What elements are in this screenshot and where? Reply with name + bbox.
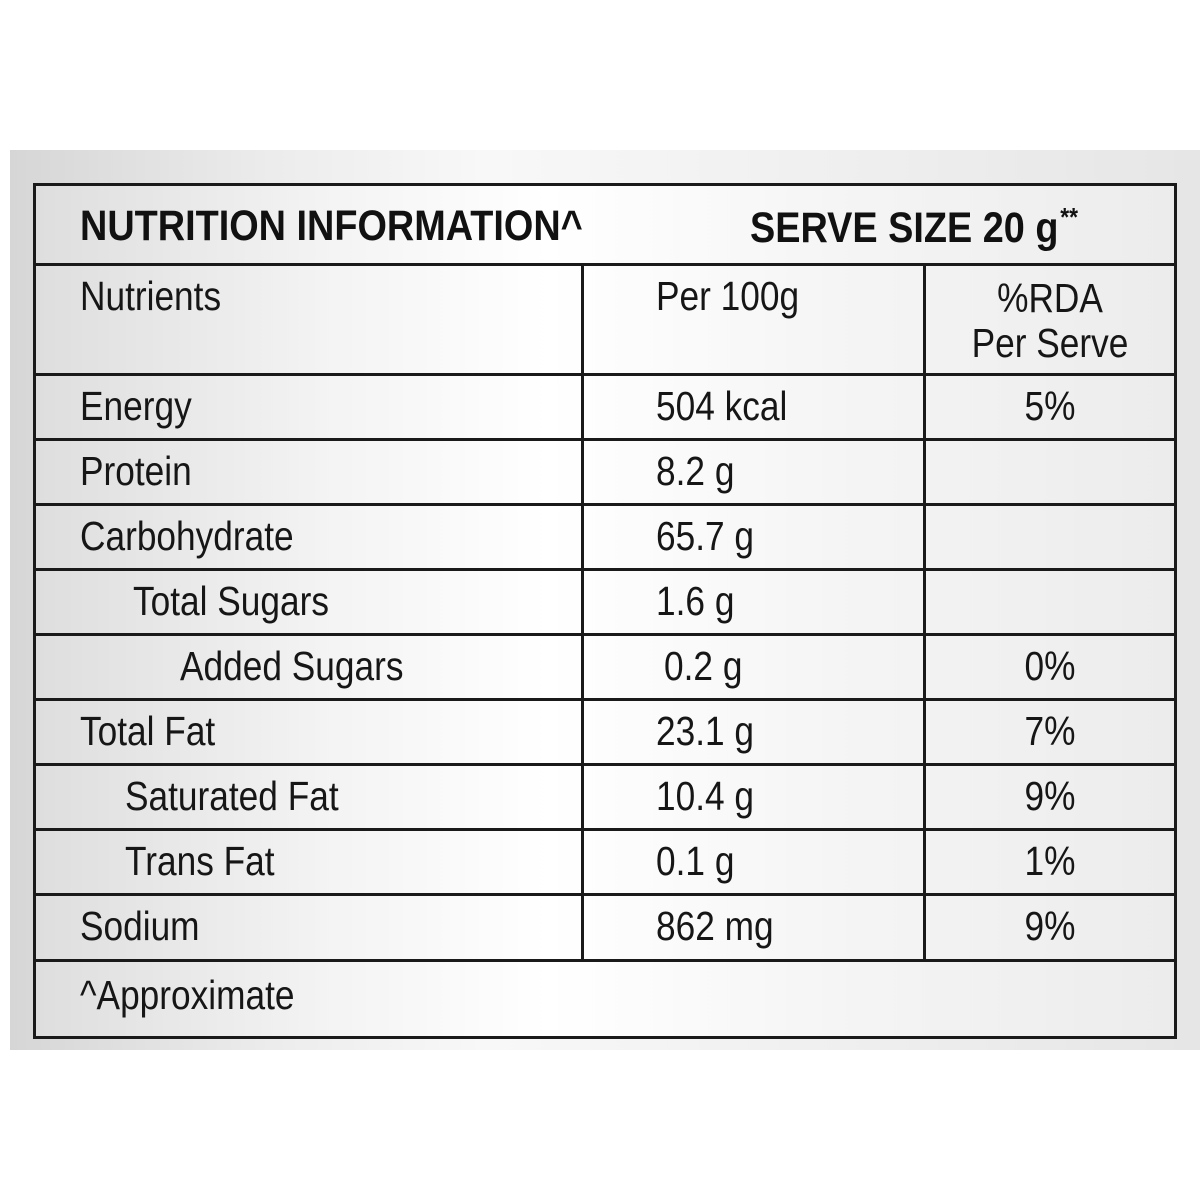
- rda-cell: 7%: [923, 701, 1174, 763]
- rda-value: 0%: [1024, 643, 1076, 689]
- footer-row: ^Approximate: [36, 962, 1174, 1036]
- rda-cell: 0%: [923, 636, 1174, 698]
- per100-value: 8.2 g: [656, 448, 735, 494]
- rda-cell: 9%: [923, 896, 1174, 959]
- nutrient-name-cell: Sodium: [36, 896, 581, 959]
- per100-value: 1.6 g: [656, 578, 735, 624]
- serve-size-title: SERVE SIZE 20 g**: [750, 202, 1078, 253]
- nutrient-name: Saturated Fat: [125, 773, 339, 819]
- nutrient-name: Added Sugars: [180, 643, 404, 689]
- nutrient-name: Carbohydrate: [80, 513, 294, 559]
- per100-value: 504 kcal: [656, 383, 788, 429]
- rda-cell: 1%: [923, 831, 1174, 893]
- table-row: Energy 504 kcal 5%: [36, 376, 1174, 441]
- rda-value: 5%: [1024, 383, 1076, 429]
- header-rda-cell: %RDA Per Serve: [923, 266, 1174, 373]
- per100-cell: 504 kcal: [581, 376, 923, 438]
- per100-cell: 10.4 g: [581, 766, 923, 828]
- header-per100: Per 100g: [656, 273, 800, 319]
- per100-value: 0.2 g: [664, 643, 743, 689]
- table-row: Total Fat 23.1 g 7%: [36, 701, 1174, 766]
- rda-value: 9%: [1024, 903, 1076, 949]
- header-per100-cell: Per 100g: [581, 266, 923, 373]
- rda-cell: [923, 441, 1174, 503]
- table-row: Protein 8.2 g: [36, 441, 1174, 506]
- per100-cell: 0.2 g: [581, 636, 923, 698]
- nutrient-name: Total Sugars: [133, 578, 329, 624]
- nutrient-name: Total Fat: [80, 708, 216, 754]
- column-header-row: Nutrients Per 100g %RDA Per Serve: [36, 266, 1174, 376]
- nutrient-name: Sodium: [80, 903, 200, 949]
- per100-cell: 23.1 g: [581, 701, 923, 763]
- table-row: Carbohydrate 65.7 g: [36, 506, 1174, 571]
- header-rda-line2: Per Serve: [971, 320, 1129, 366]
- rda-value: 9%: [1024, 773, 1076, 819]
- nutrient-name-cell: Saturated Fat: [36, 766, 581, 828]
- nutrient-name-cell: Protein: [36, 441, 581, 503]
- table-row: Added Sugars 0.2 g 0%: [36, 636, 1174, 701]
- nutrient-name: Energy: [80, 383, 192, 429]
- nutrient-name-cell: Carbohydrate: [36, 506, 581, 568]
- rda-cell: 5%: [923, 376, 1174, 438]
- rda-value: 7%: [1024, 708, 1076, 754]
- header-nutrients: Nutrients: [80, 273, 222, 319]
- header-rda-line1: %RDA: [997, 275, 1103, 321]
- serve-size-text: SERVE SIZE 20 g: [750, 204, 1059, 252]
- per100-cell: 862 mg: [581, 896, 923, 959]
- per100-value: 862 mg: [656, 903, 774, 949]
- nutrient-name-cell: Added Sugars: [36, 636, 581, 698]
- table-row: Trans Fat 0.1 g 1%: [36, 831, 1174, 896]
- per100-value: 10.4 g: [656, 773, 755, 819]
- nutrient-name: Protein: [80, 448, 192, 494]
- per100-cell: 65.7 g: [581, 506, 923, 568]
- per100-value: 0.1 g: [656, 838, 735, 884]
- per100-value: 65.7 g: [656, 513, 755, 559]
- table-row: Saturated Fat 10.4 g 9%: [36, 766, 1174, 831]
- rda-cell: [923, 506, 1174, 568]
- nutrition-table: NUTRITION INFORMATION^ SERVE SIZE 20 g**…: [33, 183, 1177, 1039]
- serve-size-footnote-mark: **: [1060, 202, 1079, 232]
- header-rda: %RDA Per Serve: [943, 276, 1156, 366]
- table-row: Total Sugars 1.6 g: [36, 571, 1174, 636]
- per100-cell: 1.6 g: [581, 571, 923, 633]
- rda-cell: [923, 571, 1174, 633]
- nutrient-name: Trans Fat: [125, 838, 275, 884]
- nutrition-information-title: NUTRITION INFORMATION^: [80, 202, 583, 250]
- rda-cell: 9%: [923, 766, 1174, 828]
- nutrient-name-cell: Energy: [36, 376, 581, 438]
- approximate-footnote: ^Approximate: [80, 972, 295, 1018]
- header-nutrients-cell: Nutrients: [36, 266, 581, 373]
- nutrient-name-cell: Total Sugars: [36, 571, 581, 633]
- per100-cell: 0.1 g: [581, 831, 923, 893]
- table-title-row: NUTRITION INFORMATION^ SERVE SIZE 20 g**: [36, 186, 1174, 266]
- per100-cell: 8.2 g: [581, 441, 923, 503]
- rda-value: 1%: [1024, 838, 1076, 884]
- nutrient-name-cell: Trans Fat: [36, 831, 581, 893]
- per100-value: 23.1 g: [656, 708, 755, 754]
- table-row: Sodium 862 mg 9%: [36, 896, 1174, 962]
- nutrient-name-cell: Total Fat: [36, 701, 581, 763]
